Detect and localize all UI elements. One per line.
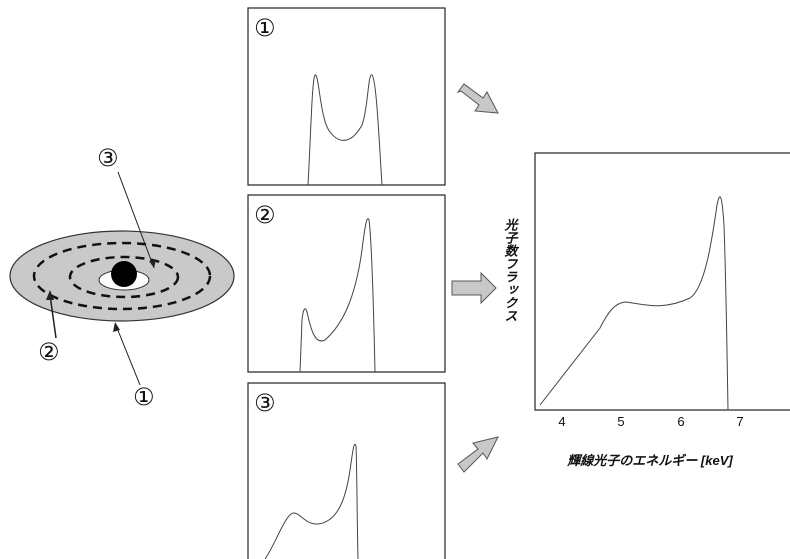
arrow <box>452 273 496 303</box>
disk-label: ① <box>133 384 155 411</box>
arrow <box>458 84 498 113</box>
y-axis-label: 光子数フラックス <box>502 217 518 322</box>
diagram: ③ ② ① ① ② ③ 4 5 6 7 輝線光子のエネルギー [keV] 光子数… <box>0 0 790 559</box>
x-axis-label: 輝線光子のエネルギー [keV] <box>566 453 733 468</box>
spectrum-plot <box>535 153 790 410</box>
tick-label: 4 <box>558 414 565 429</box>
tick-label: 6 <box>677 414 684 429</box>
disk-label: ② <box>38 339 60 366</box>
panel-label: ① <box>254 15 276 42</box>
tick-label: 7 <box>736 414 743 429</box>
arrow <box>458 437 498 472</box>
panel <box>248 8 445 185</box>
panel <box>248 383 445 559</box>
panel-label: ③ <box>254 390 276 417</box>
disk-label: ③ <box>97 145 119 172</box>
tick-label: 5 <box>617 414 624 429</box>
panel <box>248 195 445 372</box>
panel-label: ② <box>254 202 276 229</box>
